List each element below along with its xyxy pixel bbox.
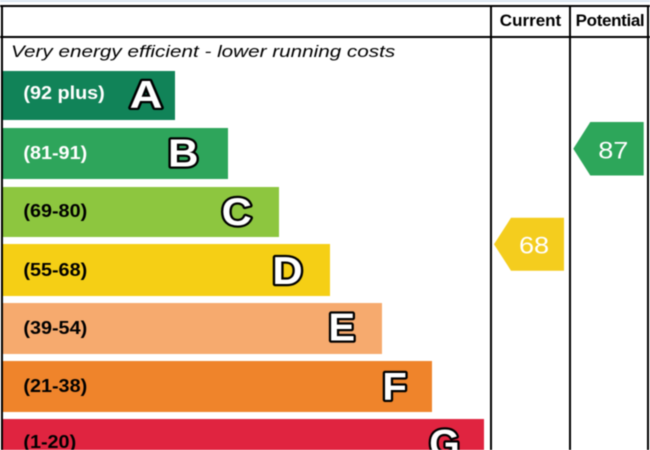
svg-text:G: G	[429, 423, 460, 450]
svg-text:E: E	[329, 306, 356, 350]
svg-text:87: 87	[598, 138, 628, 164]
svg-text:F: F	[382, 365, 406, 408]
svg-text:B: B	[168, 131, 199, 175]
svg-text:C: C	[222, 189, 252, 233]
svg-text:A: A	[130, 73, 163, 116]
svg-text:D: D	[272, 248, 302, 292]
svg-text:68: 68	[519, 233, 549, 259]
